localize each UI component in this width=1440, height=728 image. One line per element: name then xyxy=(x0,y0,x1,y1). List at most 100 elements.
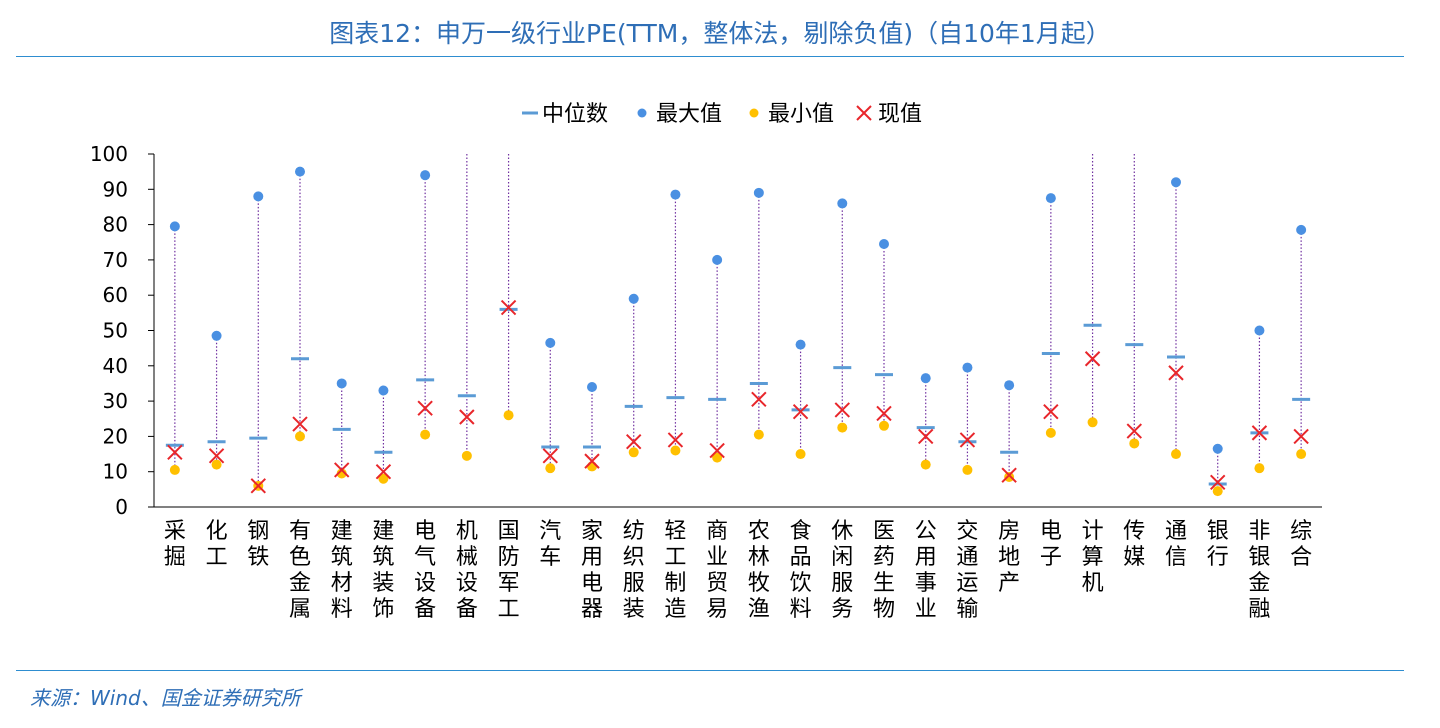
category-label: 电子 xyxy=(1040,519,1062,570)
current-point xyxy=(876,405,892,422)
current-point xyxy=(417,400,433,416)
min-point xyxy=(211,459,222,470)
source-note: 来源：Wind、国金证券研究所 xyxy=(30,686,301,710)
current-point xyxy=(751,391,767,408)
min-point xyxy=(670,445,681,456)
category-label: 传媒 xyxy=(1123,519,1145,570)
chart-title: 图表12：申万一级行业PE(TTM，整体法，剔除负值)（自10年1月起） xyxy=(329,19,1111,48)
current-point xyxy=(542,448,558,464)
max-point xyxy=(211,330,222,341)
min-point xyxy=(378,473,389,484)
current-point xyxy=(1001,467,1017,483)
min-point xyxy=(837,422,848,433)
max-point xyxy=(920,373,931,384)
y-tick-label: 80 xyxy=(103,213,128,237)
category-label: 房地产 xyxy=(998,519,1020,596)
y-tick-label: 60 xyxy=(103,283,128,307)
y-tick-label: 0 xyxy=(115,495,128,519)
category-label: 食品饮料 xyxy=(790,519,812,622)
min-point xyxy=(1087,417,1098,428)
y-axis: 0 10 20 30 40 50 60 70 80 90 100 xyxy=(90,142,155,519)
y-tick-label: 20 xyxy=(103,424,128,448)
category-label: 家用电器 xyxy=(581,519,603,622)
category-label: 化工 xyxy=(206,519,228,570)
max-point xyxy=(587,381,597,392)
category-label: 有色金属 xyxy=(289,519,311,622)
category-label: 轻工制造 xyxy=(664,519,686,622)
min-point xyxy=(962,464,973,475)
max-point xyxy=(1045,193,1056,204)
current-point xyxy=(584,453,600,469)
current-point xyxy=(1251,425,1268,441)
max-point xyxy=(795,339,806,350)
max-point xyxy=(253,191,264,202)
min-point xyxy=(879,420,889,431)
y-tick-label: 70 xyxy=(103,248,128,272)
max-point xyxy=(879,239,889,250)
current-point xyxy=(1084,351,1101,367)
category-label: 钢铁 xyxy=(247,519,269,570)
min-point xyxy=(461,450,472,461)
y-tick-label: 90 xyxy=(103,177,128,201)
max-point xyxy=(753,187,764,198)
current-point xyxy=(334,462,350,478)
data-marks xyxy=(165,166,1311,497)
min-point xyxy=(1045,427,1056,438)
current-point xyxy=(1168,365,1184,381)
legend: 中位数 最大值 最小值 现值 xyxy=(522,102,922,127)
max-point xyxy=(545,337,556,348)
legend-min-marker xyxy=(749,108,759,118)
current-point xyxy=(500,299,517,316)
min-point xyxy=(712,452,723,463)
y-tick-label: 10 xyxy=(103,460,128,484)
category-label: 非银金融 xyxy=(1248,519,1270,622)
min-point xyxy=(587,461,597,472)
max-point xyxy=(1254,325,1265,336)
min-point xyxy=(295,431,305,442)
category-label: 建筑装饰 xyxy=(372,519,394,622)
current-point xyxy=(1126,423,1142,439)
current-point xyxy=(834,402,850,418)
max-point xyxy=(336,378,347,389)
current-point xyxy=(375,463,392,480)
max-point xyxy=(169,221,180,232)
y-tick-label: 40 xyxy=(103,354,128,378)
min-point xyxy=(920,459,931,470)
min-point xyxy=(336,468,347,479)
max-point xyxy=(670,189,681,200)
legend-max-marker xyxy=(637,108,647,118)
source-divider xyxy=(16,670,1404,671)
current-point xyxy=(1293,428,1309,445)
current-point xyxy=(250,478,266,494)
y-tick-label: 30 xyxy=(103,389,128,413)
max-point xyxy=(1171,177,1181,188)
category-label: 银行 xyxy=(1207,519,1229,570)
category-label: 采掘 xyxy=(164,519,186,570)
current-point xyxy=(292,416,308,432)
category-label: 休闲服务 xyxy=(831,519,853,622)
current-point xyxy=(792,403,809,420)
category-label: 公用事业 xyxy=(915,519,937,622)
category-label: 计算机 xyxy=(1082,519,1104,596)
current-point xyxy=(667,432,684,448)
min-point xyxy=(503,410,514,421)
y-tick-label: 100 xyxy=(90,142,128,166)
min-point xyxy=(628,447,639,458)
category-label: 医药生物 xyxy=(873,519,895,622)
min-point xyxy=(420,429,431,440)
legend-label: 中位数 xyxy=(542,102,608,127)
current-point xyxy=(1043,403,1059,420)
max-point xyxy=(837,198,848,209)
min-point xyxy=(1254,463,1265,474)
min-point xyxy=(1129,438,1140,449)
x-axis: 采掘化工钢铁有色金属建筑材料建筑装饰电气设备机械设备国防军工汽车家用电器纺织服装… xyxy=(154,506,1322,622)
min-point xyxy=(1171,449,1181,460)
category-label: 建筑材料 xyxy=(331,519,353,622)
category-label: 综合 xyxy=(1290,519,1312,570)
category-label: 农林牧渔 xyxy=(748,519,770,622)
min-point xyxy=(795,449,806,460)
category-label: 国防军工 xyxy=(498,519,520,622)
current-point xyxy=(626,433,642,450)
min-point xyxy=(169,464,180,475)
y-tick-label: 50 xyxy=(103,319,128,343)
